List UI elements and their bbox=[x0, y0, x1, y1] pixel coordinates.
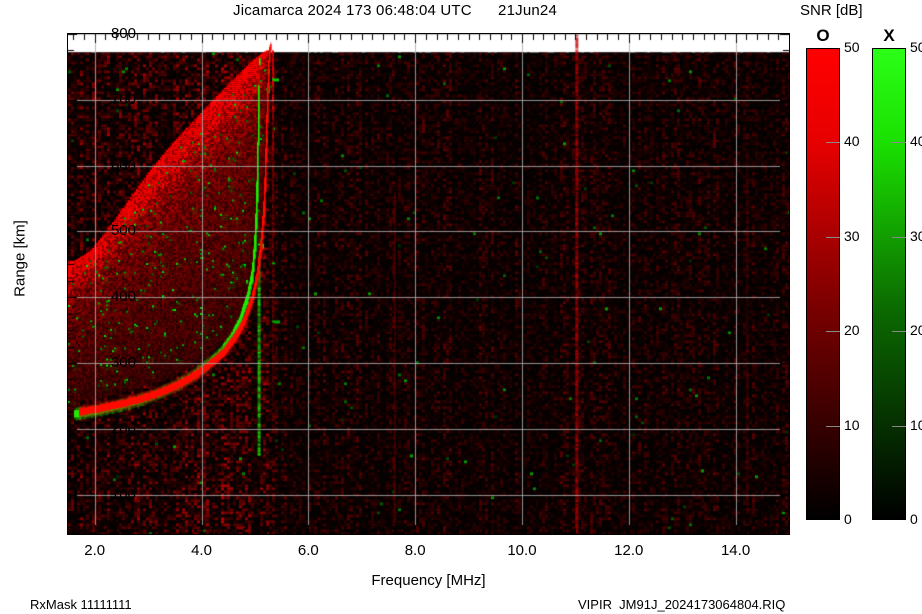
y-axis-label: Range [km] bbox=[11, 220, 29, 297]
colorbar-tick-label: 40 bbox=[844, 133, 860, 150]
x-tick-label: 2.0 bbox=[84, 542, 106, 559]
y-tick-label: 800 bbox=[110, 25, 136, 42]
colorbar-tick-mark bbox=[826, 142, 840, 144]
y-tick-label: 700 bbox=[110, 90, 136, 108]
file-label: VIPIR JM91J_2024173064804.RIQ bbox=[578, 597, 786, 612]
colorbar-tick-label: 20 bbox=[910, 322, 922, 339]
colorbar-tick-mark bbox=[826, 236, 840, 238]
y-tick-label: 300 bbox=[110, 353, 136, 371]
colorbar-x bbox=[872, 48, 906, 520]
y-tick-label: 200 bbox=[110, 419, 136, 437]
y-tick-label: 100 bbox=[110, 485, 136, 503]
colorbar-tick-label: 50 bbox=[910, 39, 922, 55]
colorbar-o-letter: O bbox=[816, 26, 830, 45]
colorbar-tick-mark bbox=[826, 331, 840, 333]
colorbar-tick-label: 30 bbox=[910, 227, 922, 244]
colorbar-header: SNR [dB] bbox=[800, 2, 863, 19]
colorbar-tick-label: 50 bbox=[844, 39, 860, 55]
colorbar-o bbox=[806, 48, 840, 520]
colorbar-tick-label: 20 bbox=[844, 322, 860, 339]
colorbar-tick-mark bbox=[892, 331, 906, 333]
colorbar-tick-mark bbox=[892, 142, 906, 144]
ionogram-canvas bbox=[68, 34, 789, 534]
x-tick-label: 8.0 bbox=[404, 542, 426, 559]
rxmask-label: RxMask 11111111 bbox=[30, 597, 132, 612]
page-title: Jicamarca 2024 173 06:48:04 UTC 21Jun24 bbox=[233, 2, 557, 19]
y-tick-label: 600 bbox=[110, 156, 136, 174]
colorbar-tick-label: 10 bbox=[844, 416, 860, 433]
x-tick-label: 4.0 bbox=[191, 542, 212, 559]
colorbar-tick-label: 30 bbox=[844, 227, 860, 244]
ionogram-plot bbox=[67, 33, 790, 535]
colorbar-tick-mark bbox=[892, 236, 906, 238]
x-tick-label: 10.0 bbox=[507, 542, 537, 559]
colorbar-tick-label: 40 bbox=[910, 133, 922, 150]
x-axis-label: Frequency [MHz] bbox=[371, 572, 486, 589]
colorbar-tick-label: 10 bbox=[910, 416, 922, 433]
colorbar-tick-label: 0 bbox=[844, 511, 852, 527]
y-tick-label: 400 bbox=[110, 288, 136, 306]
colorbar-tick-mark bbox=[826, 425, 840, 427]
colorbar-x-letter: X bbox=[883, 26, 895, 45]
x-tick-label: 12.0 bbox=[614, 542, 644, 559]
colorbar-tick-mark bbox=[892, 425, 906, 427]
x-tick-label: 14.0 bbox=[720, 542, 751, 559]
y-tick-label: 500 bbox=[110, 222, 136, 240]
x-tick-label: 6.0 bbox=[297, 542, 319, 559]
colorbar-tick-label: 0 bbox=[910, 511, 918, 527]
